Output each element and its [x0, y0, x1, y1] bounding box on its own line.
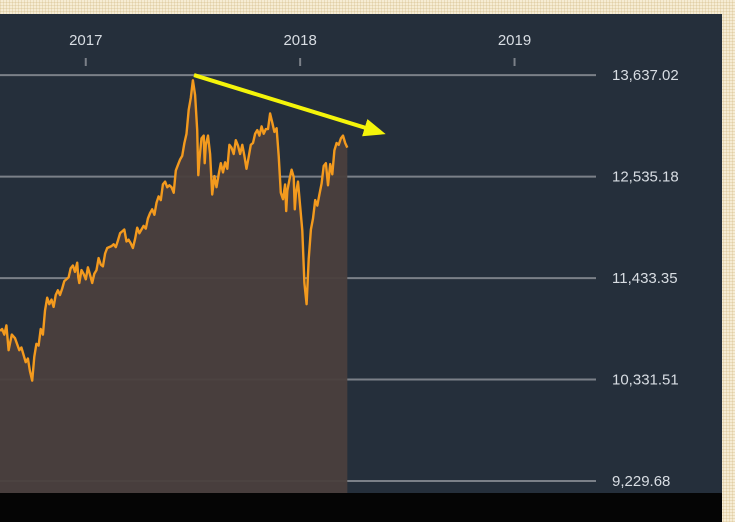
price-line [0, 79, 349, 382]
x-tick-label-1: 2018 [283, 32, 316, 49]
y-tick-label-3: 10,331.51 [612, 372, 679, 389]
trendline [193, 73, 386, 137]
y-tick-label-2: 11,433.35 [612, 270, 678, 287]
y-tick-label-1: 12,535.18 [612, 169, 679, 186]
y-tick-label-0: 13,637.02 [612, 67, 679, 84]
area-fill [0, 80, 348, 494]
x-tick-label-0: 2017 [69, 32, 102, 49]
y-tick-label-4: 9,229.68 [612, 473, 670, 490]
x-axis: 2017 2018 2019 [69, 32, 531, 66]
x-tick-label-2: 2019 [498, 32, 531, 49]
series-line [0, 79, 349, 382]
bottom-bar [0, 493, 722, 522]
price-area [0, 80, 348, 494]
trend-arrow [193, 73, 386, 137]
y-axis: 13,637.02 12,535.18 11,433.35 10,331.51 9,22… [612, 67, 679, 490]
